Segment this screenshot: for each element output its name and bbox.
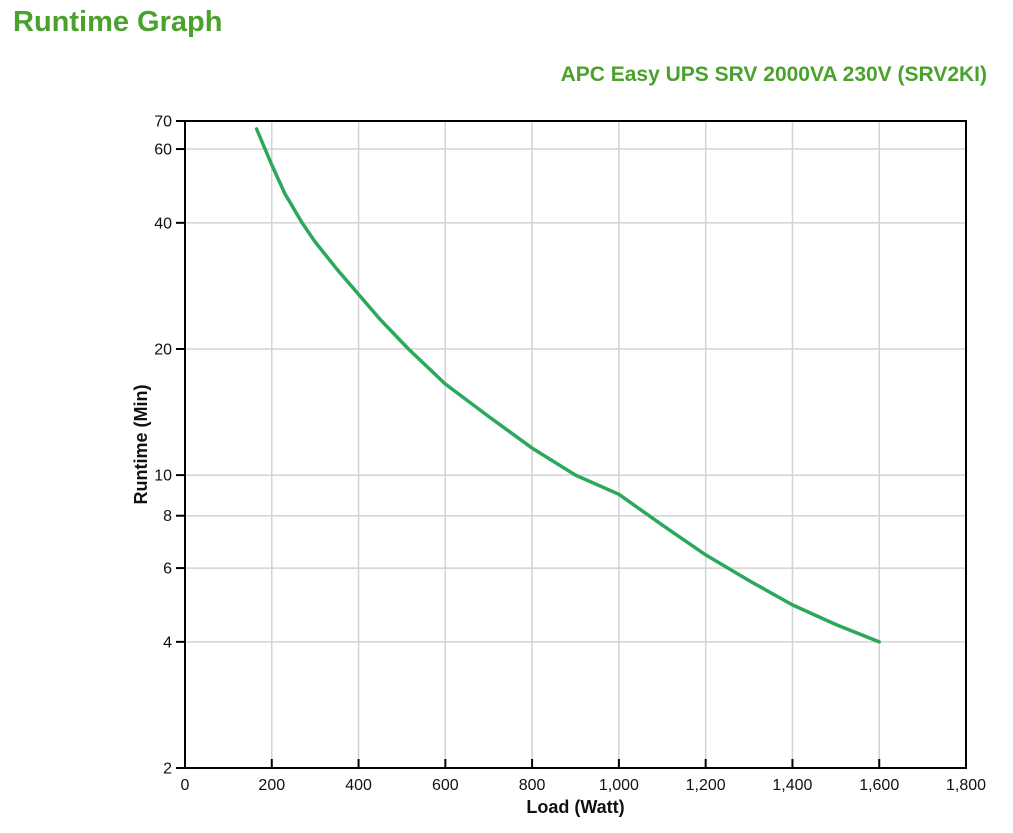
x-tick-label: 1,600 [859,777,899,794]
y-tick-label: 6 [163,561,172,578]
x-tick-label: 800 [519,777,546,794]
chart-subtitle: APC Easy UPS SRV 2000VA 230V (SRV2KI) [560,63,987,86]
page-title: Runtime Graph [13,6,223,38]
y-axis-title: Runtime (Min) [131,385,151,505]
y-tick-label: 4 [163,634,172,651]
y-tick-label: 10 [154,468,172,485]
x-tick-label: 200 [258,777,285,794]
y-tick-label: 2 [163,761,172,778]
y-tick-label: 8 [163,508,172,525]
x-tick-label: 1,400 [772,777,812,794]
x-tick-label: 1,200 [686,777,726,794]
x-tick-label: 1,000 [599,777,639,794]
y-tick-label: 40 [154,215,172,232]
y-tick-label: 70 [154,114,172,131]
y-tick-label: 20 [154,341,172,358]
x-tick-label: 400 [345,777,372,794]
plot-border [184,120,967,769]
y-tick-label: 60 [154,142,172,159]
x-axis-title: Load (Watt) [526,797,624,817]
x-tick-label: 600 [432,777,459,794]
x-tick-label: 1,800 [946,777,986,794]
x-tick-label: 0 [181,777,190,794]
runtime-curve [254,127,881,644]
